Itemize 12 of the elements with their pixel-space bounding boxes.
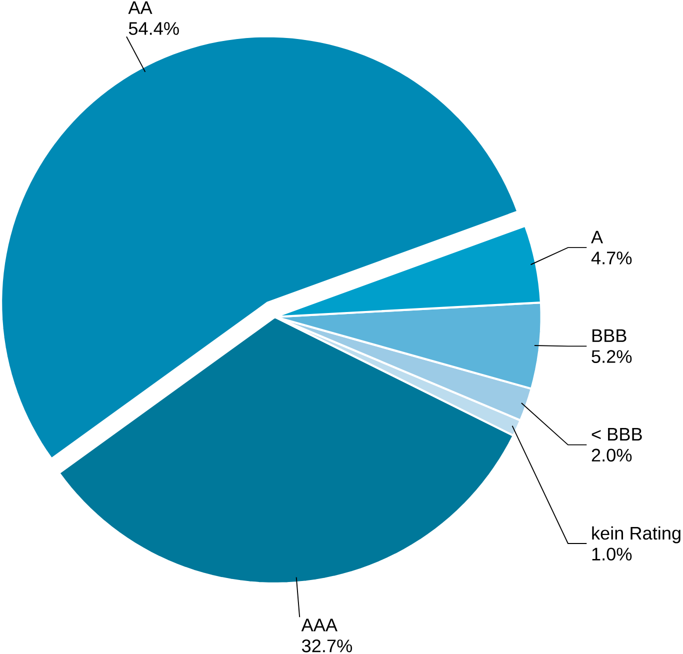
slice-label: kein Rating (592, 526, 680, 544)
data-label: 32.7% (302, 640, 352, 652)
slice-label: AA (128, 2, 152, 14)
slice-label: A (591, 230, 604, 244)
slice-label: BBB (592, 330, 626, 342)
slice-label: AAA (301, 618, 338, 632)
data-label: 5.2% (592, 350, 632, 364)
slice-label: < BBB (592, 428, 642, 441)
data-label: 54.4% (128, 22, 179, 36)
data-label: 2.0% (592, 448, 632, 462)
data-label: 1.0% (592, 548, 632, 561)
data-label: 4.7% (591, 252, 632, 264)
